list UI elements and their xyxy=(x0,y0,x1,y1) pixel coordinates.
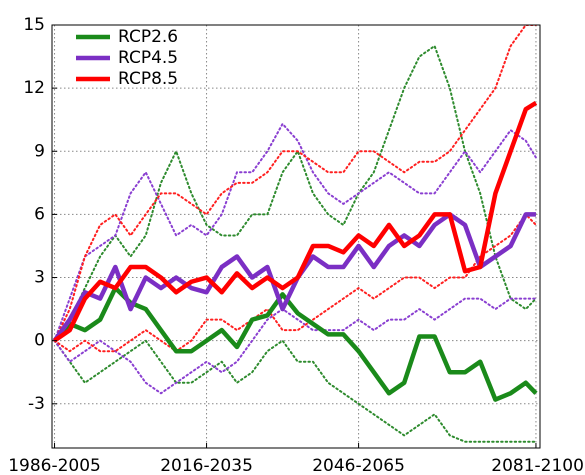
y-tick-label: 12 xyxy=(23,78,45,98)
legend-label: RCP2.6 xyxy=(118,27,178,47)
y-tick-label: 3 xyxy=(34,268,45,288)
range-line xyxy=(53,297,537,395)
x-tick-label: 2046-2065 xyxy=(312,456,405,475)
y-tick-label: -3 xyxy=(28,394,45,414)
range-line xyxy=(53,25,537,342)
legend-label: RCP8.5 xyxy=(118,69,178,89)
x-tick-label: 2081-2100 xyxy=(491,456,584,475)
y-tick-label: 6 xyxy=(34,204,45,224)
x-tick-label: 1986-2005 xyxy=(8,456,101,475)
y-tick-label: 9 xyxy=(34,141,45,161)
series-line xyxy=(52,285,538,402)
y-tick-label: 0 xyxy=(34,331,45,351)
labels: -3 0 3 6 9 12 15 1986-2005 2016-2035 2046-2065 208… xyxy=(8,15,584,475)
x-tick-label: 2016-2035 xyxy=(160,456,253,475)
range-line xyxy=(53,339,537,443)
range-line xyxy=(53,122,537,342)
legend-label: RCP4.5 xyxy=(118,48,178,68)
plot-lines xyxy=(52,25,538,443)
range-line xyxy=(53,213,537,353)
y-tick-label: 15 xyxy=(23,15,45,35)
series-line xyxy=(53,100,538,343)
range-line xyxy=(53,45,537,342)
plot-frame xyxy=(51,24,541,449)
